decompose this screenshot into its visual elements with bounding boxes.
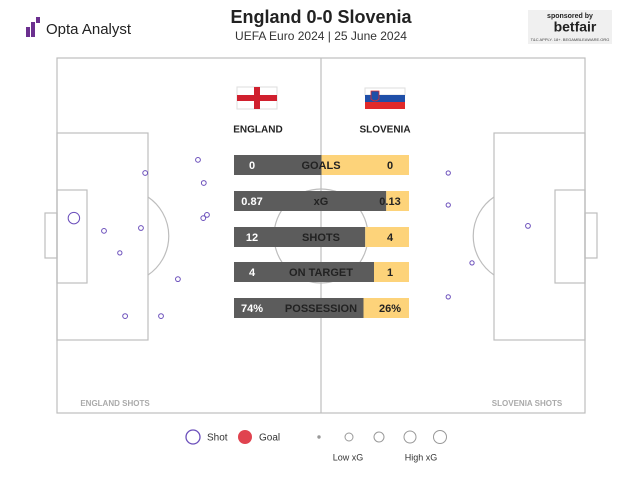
shot — [445, 170, 451, 176]
legend-high: High xG — [405, 452, 438, 462]
stat-bar — [234, 155, 322, 175]
shot — [445, 202, 451, 208]
shot — [445, 294, 451, 300]
legend-low: Low xG — [333, 452, 364, 462]
stat-value: 74% — [241, 303, 263, 315]
shot — [138, 225, 144, 231]
shot — [175, 276, 181, 283]
slovenia-flag — [364, 87, 406, 109]
legend-shot: Shot — [207, 433, 228, 444]
legend-goal-icon — [238, 430, 252, 444]
shots-label: SLOVENIA SHOTS — [492, 399, 563, 408]
shot — [200, 215, 207, 221]
shot — [158, 313, 164, 319]
stat-bar — [374, 262, 409, 282]
team-name: ENGLAND — [233, 125, 282, 136]
stat-bar — [363, 298, 409, 318]
stat-value: 12 — [246, 232, 258, 244]
subtitle: UEFA Euro 2024 | 25 June 2024 — [235, 29, 407, 43]
england-flag — [236, 86, 278, 110]
stat-bar — [234, 191, 387, 211]
stat-value: 0 — [249, 160, 255, 172]
shot — [525, 223, 531, 229]
stat-label: POSSESSION — [285, 303, 357, 315]
stat-bar — [386, 191, 409, 211]
shots-label: ENGLAND SHOTS — [80, 399, 150, 408]
shot — [200, 180, 207, 186]
shot — [204, 212, 210, 218]
stats: 0 GOALS 0 0.87 xG 0.13 12 SHOTS 4 4 ON TARGET 1 74% P… — [234, 155, 409, 318]
title: England 0-0 Slovenia — [230, 7, 412, 27]
sponsor-box — [528, 10, 612, 44]
shot — [67, 211, 81, 225]
shot — [101, 227, 107, 234]
stat-bar — [234, 227, 366, 247]
shot — [122, 313, 128, 319]
stat-value: 0.13 — [379, 196, 400, 208]
stat-value: 0.87 — [241, 196, 262, 208]
stat-value: 1 — [387, 267, 393, 279]
logo-icon — [26, 17, 40, 37]
stat-bar — [321, 155, 409, 175]
shot — [195, 156, 201, 163]
brand: Opta Analyst — [46, 21, 132, 38]
sponsor: betfair — [554, 19, 597, 35]
sponsor-prefix: sponsored by — [547, 13, 593, 20]
xg-size-legend — [317, 430, 447, 444]
shots — [67, 156, 531, 319]
legend-goal: Goal — [259, 433, 280, 444]
stat-value: 4 — [249, 267, 256, 279]
stat-value: 4 — [387, 232, 394, 244]
legend-shot-icon — [185, 429, 201, 445]
stat-bar — [365, 227, 409, 247]
stat-label: GOALS — [301, 160, 340, 172]
shot — [117, 250, 123, 256]
stat-bar — [234, 298, 364, 318]
stat-label: ON TARGET — [289, 267, 353, 279]
shot — [142, 170, 149, 176]
stat-label: xG — [314, 196, 329, 208]
stat-value: 0 — [387, 160, 393, 172]
shot — [469, 260, 475, 266]
stat-value: 26% — [379, 303, 401, 315]
sponsor-note: T&C APPLY. 18+. BEGAMBLEAWARE.ORG — [531, 37, 610, 42]
team-name: SLOVENIA — [359, 125, 410, 136]
stat-label: SHOTS — [302, 232, 340, 244]
stat-bar — [234, 262, 374, 282]
